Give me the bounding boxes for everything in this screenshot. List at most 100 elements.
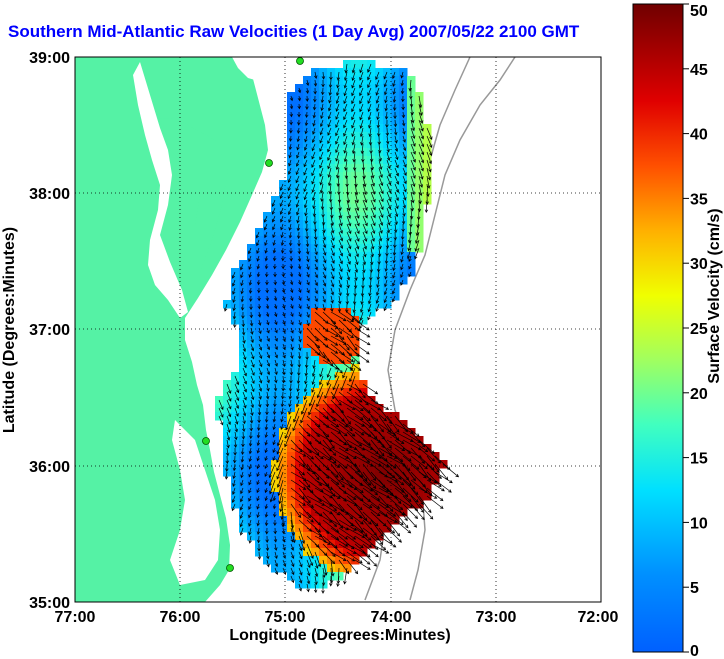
velocity-arrow [290, 343, 294, 351]
velocity-arrow [338, 407, 351, 425]
velocity-arrow [394, 143, 399, 152]
velocity-arrow [322, 295, 326, 303]
velocity-arrow [276, 439, 284, 455]
velocity-arrow [322, 327, 339, 337]
velocity-arrow [250, 375, 255, 385]
velocity-arrow [239, 527, 244, 536]
map-title: Southern Mid-Atlantic Raw Velocities (1 … [8, 22, 580, 41]
velocity-arrow [257, 287, 261, 294]
velocity-arrow [269, 487, 276, 503]
velocity-arrow [394, 151, 399, 161]
velocity-arrow [362, 495, 381, 509]
velocity-arrow [338, 423, 356, 437]
velocity-arrow [298, 287, 302, 294]
velocity-arrow [288, 151, 292, 159]
velocity-arrow [276, 463, 284, 480]
velocity-arrow [392, 279, 396, 287]
velocity-arrow [354, 207, 360, 219]
velocity-arrow [346, 519, 364, 533]
velocity-arrow [426, 159, 432, 173]
velocity-arrow [298, 319, 302, 326]
velocity-arrow [264, 447, 268, 454]
velocity-arrow [322, 471, 340, 485]
velocity-arrow [426, 471, 442, 488]
velocity-arrow [240, 279, 244, 287]
velocity-arrow [354, 471, 372, 486]
velocity-arrow [240, 479, 244, 487]
velocity-arrow [391, 295, 396, 303]
velocity-arrow [354, 343, 370, 355]
velocity-arrow [287, 199, 292, 208]
velocity-arrow [384, 263, 388, 272]
velocity-arrow [354, 199, 360, 212]
velocity-arrow [402, 503, 419, 519]
velocity-arrow [314, 255, 318, 263]
velocity-arrow [288, 215, 292, 224]
velocity-arrow [256, 447, 260, 454]
velocity-arrow [258, 359, 263, 368]
velocity-arrow [296, 383, 300, 393]
velocity-arrow [279, 207, 284, 215]
velocity-arrow [264, 503, 269, 510]
velocity-arrow [327, 103, 332, 112]
velocity-arrow [334, 367, 340, 379]
velocity-arrow [400, 263, 404, 271]
velocity-arrow [362, 255, 367, 266]
velocity-arrow [320, 95, 325, 104]
velocity-arrow [354, 271, 358, 281]
velocity-arrow [289, 367, 294, 376]
velocity-arrow [250, 359, 255, 368]
velocity-arrow [370, 527, 383, 546]
velocity-arrow [359, 119, 364, 129]
velocity-arrow [297, 95, 302, 102]
velocity-arrow [304, 367, 308, 377]
velocity-arrow [360, 135, 364, 146]
velocity-arrow [359, 127, 364, 138]
velocity-arrow [383, 295, 388, 304]
velocity-arrow [312, 359, 316, 369]
colorbar-tick-label: 25 [690, 321, 708, 338]
velocity-arrow [322, 271, 327, 279]
velocity-arrow [351, 119, 356, 129]
velocity-arrow [426, 151, 432, 165]
velocity-arrow [394, 207, 399, 218]
velocity-arrow [266, 359, 271, 367]
velocity-arrow [320, 103, 324, 112]
velocity-arrow [282, 303, 286, 310]
velocity-arrow [303, 391, 308, 401]
velocity-arrow [402, 127, 406, 135]
velocity-arrow [402, 135, 406, 143]
velocity-arrow [410, 175, 416, 188]
velocity-arrow [378, 207, 384, 219]
velocity-arrow [274, 311, 278, 318]
velocity-arrow [305, 87, 310, 94]
velocity-arrow [335, 103, 340, 112]
velocity-arrow [312, 207, 317, 218]
velocity-arrow [368, 135, 373, 146]
velocity-arrow [386, 215, 391, 226]
velocity-arrow [326, 375, 332, 386]
velocity-arrow [328, 79, 333, 89]
velocity-arrow [354, 543, 371, 558]
velocity-arrow [308, 399, 316, 416]
velocity-arrow [386, 143, 390, 153]
velocity-arrow [378, 199, 384, 211]
velocity-arrow [281, 527, 286, 535]
velocity-arrow [370, 471, 386, 489]
velocity-arrow [410, 135, 416, 147]
velocity-arrow [367, 87, 372, 97]
velocity-arrow [346, 383, 363, 393]
velocity-arrow [368, 127, 372, 138]
velocity-arrow [336, 71, 341, 81]
velocity-arrow [274, 319, 278, 326]
velocity-arrow [376, 111, 380, 121]
velocity-arrow [304, 375, 308, 385]
velocity-arrow [434, 471, 453, 484]
velocity-arrow [306, 319, 310, 327]
velocity-arrow [402, 471, 416, 490]
velocity-arrow [322, 231, 327, 241]
velocity-arrow [256, 471, 260, 478]
velocity-arrow [360, 287, 365, 297]
velocity-arrow [273, 391, 277, 400]
velocity-arrow [434, 479, 452, 493]
